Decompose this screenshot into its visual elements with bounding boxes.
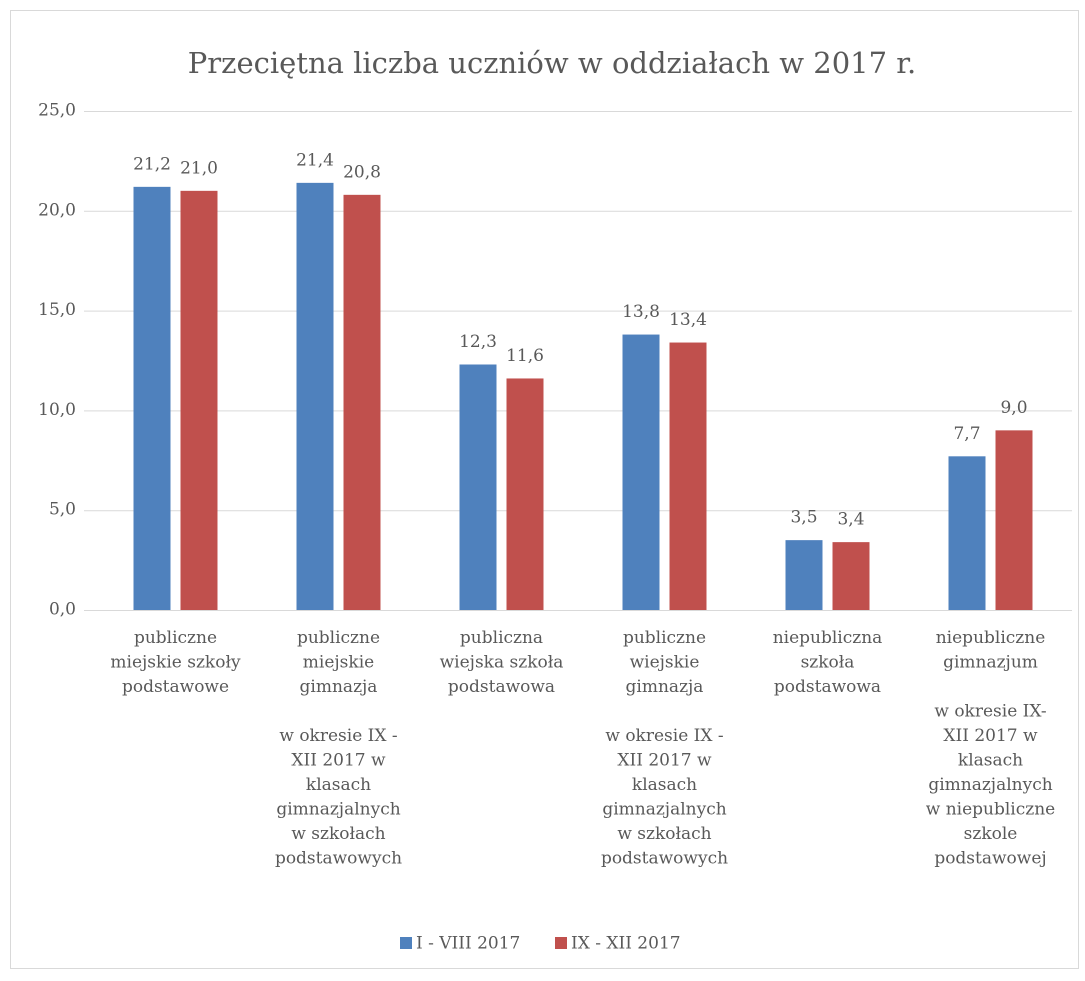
- bar: [180, 190, 218, 610]
- y-tick-label: 25,0: [38, 101, 76, 121]
- x-tick-label: publiczne miejskie gimnazja w okresie IX -…: [275, 628, 402, 869]
- x-tick-label: publiczne miejskie szkoły podstawowe: [110, 628, 241, 697]
- chart-title: Przeciętna liczba uczniów w oddziałach w…: [188, 46, 916, 80]
- data-label: 3,4: [837, 510, 864, 530]
- bar: [669, 342, 707, 610]
- bar: [622, 334, 660, 610]
- y-tick-label: 20,0: [38, 200, 76, 220]
- x-tick-label: publiczne wiejskie gimnazja w okresie IX -…: [601, 628, 728, 869]
- data-label: 21,0: [180, 158, 218, 178]
- data-label: 21,2: [133, 154, 171, 174]
- data-label: 20,8: [343, 162, 381, 182]
- data-label: 13,8: [622, 302, 660, 322]
- data-label: 13,4: [669, 310, 707, 330]
- x-tick-label: niepubliczna szkoła podstawowa: [773, 628, 883, 697]
- data-label: 11,6: [506, 346, 544, 366]
- bar: [832, 542, 870, 610]
- y-tick-label: 10,0: [38, 400, 76, 420]
- bar: [506, 378, 544, 610]
- data-label: 7,7: [953, 424, 980, 444]
- legend-label: I - VIII 2017: [416, 934, 520, 954]
- data-label: 12,3: [459, 332, 497, 352]
- y-tick-label: 5,0: [49, 500, 76, 520]
- bar: [133, 186, 171, 610]
- bar: [296, 182, 334, 610]
- y-tick-label: 15,0: [38, 300, 76, 320]
- data-label: 21,4: [296, 150, 334, 170]
- bar: [995, 430, 1033, 610]
- legend-swatch: [555, 937, 567, 949]
- bar: [459, 364, 497, 610]
- data-label: 3,5: [790, 508, 817, 528]
- x-tick-label: niepubliczne gimnazjum w okresie IX-XII 2…: [926, 628, 1055, 869]
- bar: [948, 456, 986, 610]
- x-tick-label: publiczna wiejska szkoła podstawowa: [440, 628, 564, 697]
- y-tick-label: 0,0: [49, 600, 76, 620]
- legend-label: IX - XII 2017: [571, 934, 681, 954]
- bar: [343, 194, 381, 610]
- legend-swatch: [400, 937, 412, 949]
- data-label: 9,0: [1000, 398, 1027, 418]
- bar: [785, 540, 823, 610]
